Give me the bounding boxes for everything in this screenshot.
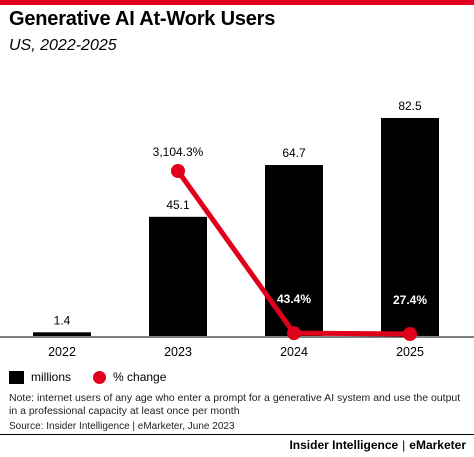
percent-change-label-2025: 27.4% xyxy=(393,293,427,307)
bar-value-label-2022: 1.4 xyxy=(54,313,71,327)
x-tick-label-2023: 2023 xyxy=(164,345,192,359)
bar-2024 xyxy=(265,165,323,336)
brand-insider-intelligence: Insider Intelligence xyxy=(289,438,399,452)
legend-item-millions: millions xyxy=(9,370,71,384)
x-tick-label-2024: 2024 xyxy=(280,345,308,359)
percent-change-point-2023 xyxy=(171,164,185,178)
top-accent-bar xyxy=(0,0,474,5)
percent-change-label-2024: 43.4% xyxy=(277,292,311,306)
x-tick-label-2022: 2022 xyxy=(48,345,76,359)
legend-item-percent-change: % change xyxy=(93,370,166,384)
x-tick-label-2025: 2025 xyxy=(396,345,424,359)
brand-emarketer: eMarketer xyxy=(409,438,466,452)
chart-plot-area: 1.4 45.1 64.7 82.5 3,104.3% 43.4% 27.4% 2022 202… xyxy=(0,99,474,359)
bar-value-label-2024: 64.7 xyxy=(282,146,306,160)
chart-legend: millions % change xyxy=(9,368,188,386)
brand-separator: | xyxy=(402,438,406,452)
legend-dot-swatch xyxy=(93,370,107,384)
legend-label-percent-change: % change xyxy=(113,370,167,384)
legend-bar-swatch xyxy=(9,370,24,384)
percent-change-label-2023: 3,104.3% xyxy=(153,145,204,159)
legend-label-millions: millions xyxy=(31,370,72,384)
percent-change-point-2025 xyxy=(403,327,417,341)
footer-brand: Insider Intelligence | eMarketer xyxy=(289,438,466,452)
chart-source: Source: Insider Intelligence | eMarketer… xyxy=(9,421,235,432)
chart-subtitle: US, 2022-2025 xyxy=(9,37,117,54)
chart-note: Note: internet users of any age who ente… xyxy=(9,392,461,417)
bar-value-label-2025: 82.5 xyxy=(398,99,422,113)
bar-2022 xyxy=(33,332,91,336)
chart-title: Generative AI At-Work Users xyxy=(9,8,276,30)
bar-value-label-2023: 45.1 xyxy=(166,198,190,212)
percent-change-point-2024 xyxy=(287,326,301,341)
bar-2025 xyxy=(381,118,439,336)
bar-2023 xyxy=(149,216,207,336)
footer-divider xyxy=(0,434,474,435)
